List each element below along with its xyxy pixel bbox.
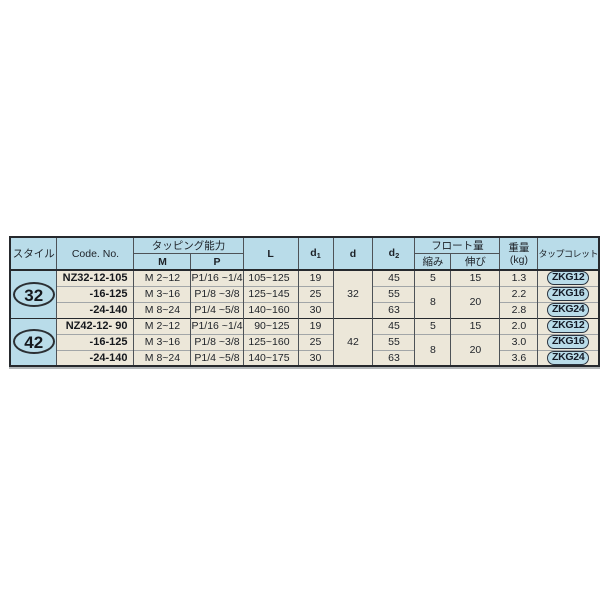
style-cell-42: 42 [9,317,58,366]
p-cell: P1/4 ~5/8 [190,301,244,318]
header-d2-sub: 2 [395,251,400,260]
header-d: d [332,237,374,271]
d1-cell: 19 [297,317,334,334]
weight-cell: 3.0 [499,333,539,350]
collet-cell: ZKG16 [537,333,600,350]
shrink-cell: 5 [414,270,452,286]
l-cell: 140~175 [242,349,299,366]
code-cell: -24-140 [56,349,135,366]
extend-cell: 20 [450,285,501,318]
p-cell: P1/4 ~5/8 [190,349,244,366]
d2-cell: 63 [372,349,416,366]
table-row: 32 NZ32-12-105 M 2~12 P1/16 ~1/4 105~125… [9,270,600,318]
l-cell: 140~160 [242,301,299,318]
header-d1-sub: 1 [316,251,321,260]
weight-cell: 2.0 [499,317,539,334]
weight-cell: 3.6 [499,349,539,366]
d1-cell: 30 [297,349,334,366]
header-weight-label: 重量 [508,241,530,254]
collet-cell: ZKG12 [537,270,600,286]
style-ellipse: 42 [12,329,55,355]
header-code-no: Code. No. [56,237,135,271]
m-cell: M 8~24 [133,301,192,318]
header-shrink: 縮み [414,253,452,270]
collet-cell: ZKG24 [537,301,600,318]
collet-badge: ZKG24 [547,351,590,365]
l-cell: 90~125 [242,317,299,334]
l-cell: 125~145 [242,285,299,302]
table-row: -24-140 M 8~24 P1/4 ~5/8 140~175 30 63 3… [10,349,600,366]
code-cell: NZ42-12- 90 [56,317,135,334]
style-cell-32: 32 [9,270,58,318]
p-cell: P1/8 ~3/8 [190,285,244,302]
header-p: P [190,253,244,270]
header-d1: d1 [297,237,334,271]
collet-badge: ZKG12 [547,319,590,333]
m-cell: M 2~12 [133,270,192,286]
table-body: 32 NZ32-12-105 M 2~12 P1/16 ~1/4 105~125… [9,270,600,366]
header-d2: d2 [372,237,416,271]
header-style: スタイル [9,237,58,271]
header-tap-collet: タップコレット [537,237,600,271]
collet-badge: ZKG12 [547,271,590,286]
d1-cell: 19 [297,270,334,286]
table-row: -24-140 M 8~24 P1/4 ~5/8 140~160 30 63 2… [10,301,600,318]
m-cell: M 2~12 [133,317,192,334]
header-tapping-capacity: タッピング能力 [133,237,244,254]
d2-cell: 55 [372,285,416,302]
shrink-cell: 8 [414,285,452,318]
header-l: L [242,237,299,271]
header-d2-base: d [388,247,396,259]
table-row: -16-125 M 3~16 P1/8 ~3/8 125~145 25 55 8… [10,285,600,318]
header-float-amount: フロート量 [414,237,501,254]
m-cell: M 3~16 [133,333,192,350]
header-weight-unit: (kg) [509,253,528,266]
d1-cell: 30 [297,301,334,318]
code-cell: NZ32-12-105 [56,270,135,286]
shrink-cell: 5 [414,317,452,334]
table-row: 42 NZ42-12- 90 M 2~12 P1/16 ~1/4 90~125 … [9,317,600,366]
code-cell: -24-140 [56,301,135,318]
d2-cell: 45 [372,317,416,334]
d1-cell: 25 [297,333,334,350]
header-weight: 重量 (kg) [499,237,539,271]
table-header: スタイル Code. No. タッピング能力 L d1 d d2 フロート量 重… [9,237,600,271]
style-ellipse: 32 [12,281,55,307]
extend-cell: 15 [450,317,501,334]
spec-table: スタイル Code. No. タッピング能力 L d1 d d2 フロート量 重… [9,236,600,367]
collet-badge: ZKG24 [547,303,590,317]
m-cell: M 3~16 [133,285,192,302]
header-d1-base: d [310,247,317,259]
weight-cell: 2.2 [499,285,539,302]
m-cell: M 8~24 [133,349,192,366]
d2-cell: 55 [372,333,416,350]
l-cell: 105~125 [242,270,299,286]
d1-cell: 25 [297,285,334,302]
header-extend: 伸び [450,253,501,270]
extend-cell: 15 [450,270,501,286]
l-cell: 125~160 [242,333,299,350]
p-cell: P1/16 ~1/4 [190,270,244,286]
d-cell: 32 [332,270,374,318]
collet-cell: ZKG12 [537,317,600,334]
spec-table-container: スタイル Code. No. タッピング能力 L d1 d d2 フロート量 重… [9,236,600,367]
code-cell: -16-125 [56,285,135,302]
collet-cell: ZKG24 [537,349,600,366]
d2-cell: 63 [372,301,416,318]
p-cell: P1/8 ~3/8 [190,333,244,350]
collet-cell: ZKG16 [537,285,600,302]
collet-badge: ZKG16 [547,335,590,349]
header-m: M [133,253,192,270]
weight-cell: 2.8 [499,301,539,318]
code-cell: -16-125 [56,333,135,350]
table-row: -16-125 M 3~16 P1/8 ~3/8 125~160 25 55 8… [10,333,600,366]
weight-cell: 1.3 [499,270,539,286]
shrink-cell: 8 [414,333,452,366]
extend-cell: 20 [450,333,501,366]
d-cell: 42 [332,317,374,366]
collet-badge: ZKG16 [547,287,590,301]
p-cell: P1/16 ~1/4 [190,317,244,334]
d2-cell: 45 [372,270,416,286]
